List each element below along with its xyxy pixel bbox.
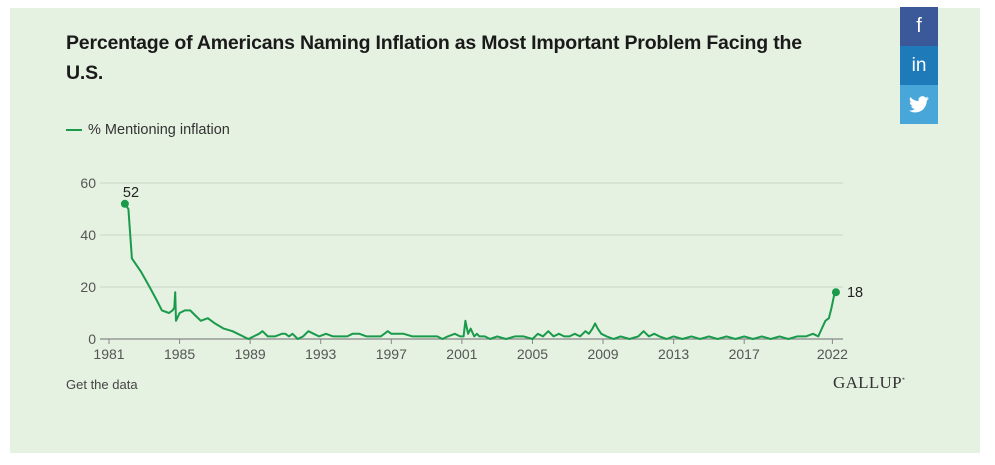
- x-tick-label: 1993: [305, 346, 336, 362]
- twitter-icon: [909, 96, 929, 113]
- annotation-point: [120, 199, 129, 208]
- legend: % Mentioning inflation: [66, 122, 230, 138]
- x-tick-label: 1989: [235, 346, 266, 362]
- series-line-inflation: [124, 203, 837, 340]
- linkedin-share-button[interactable]: in: [900, 46, 938, 85]
- facebook-icon: f: [916, 15, 922, 37]
- x-tick-label: 2022: [817, 346, 848, 362]
- share-bar: f in: [900, 7, 938, 124]
- twitter-share-button[interactable]: [900, 85, 938, 124]
- brand-text: GALLUP: [833, 373, 902, 392]
- y-tick-label: 40: [80, 227, 96, 243]
- y-tick-label: 0: [88, 331, 96, 347]
- x-tick-label: 2001: [446, 346, 477, 362]
- x-tick-label: 2017: [729, 346, 760, 362]
- annotation-label: 52: [123, 185, 139, 201]
- y-tick-label: 20: [80, 279, 96, 295]
- legend-label: % Mentioning inflation: [88, 122, 230, 138]
- x-tick-label: 1985: [164, 346, 195, 362]
- x-tick-label: 1981: [93, 346, 124, 362]
- gallup-logo: GALLUP*: [833, 373, 906, 392]
- get-the-data-link[interactable]: Get the data: [66, 377, 138, 392]
- x-tick-label: 1997: [376, 346, 407, 362]
- facebook-share-button[interactable]: f: [900, 7, 938, 46]
- annotation-point: [831, 288, 840, 297]
- x-tick-label: 2013: [658, 346, 689, 362]
- x-tick-label: 2009: [587, 346, 618, 362]
- chart-title: Percentage of Americans Naming Inflation…: [66, 32, 802, 84]
- legend-line-swatch: [66, 129, 82, 131]
- chart-card: [10, 8, 980, 453]
- y-tick-label: 60: [80, 175, 96, 191]
- x-tick-label: 2005: [517, 346, 548, 362]
- linkedin-icon: in: [911, 54, 927, 76]
- annotation-label: 18: [847, 285, 863, 301]
